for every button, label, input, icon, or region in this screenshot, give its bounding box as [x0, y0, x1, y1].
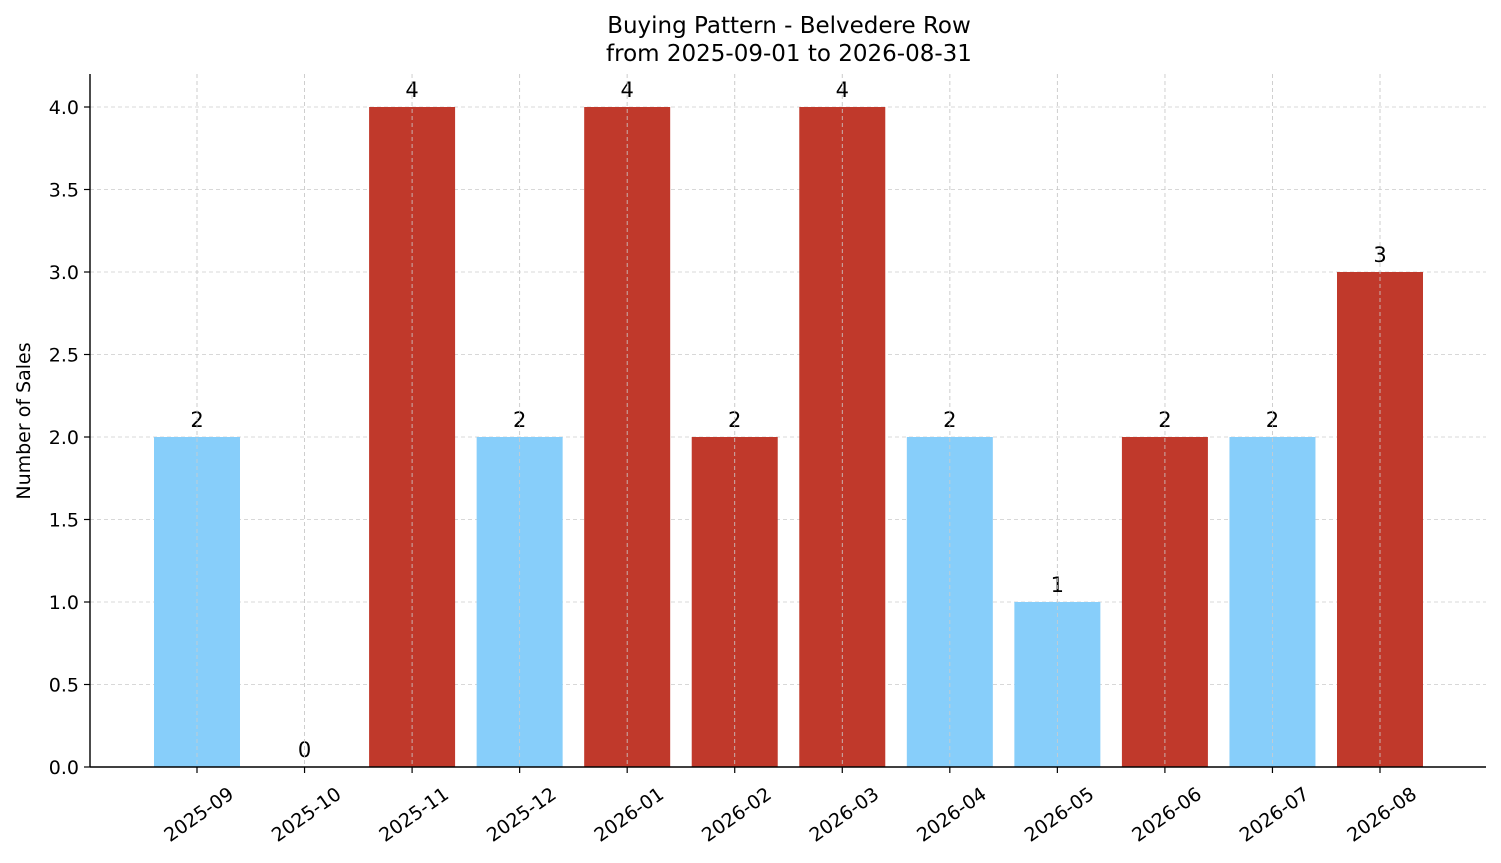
y-tick-label: 2.0 — [49, 427, 79, 449]
x-tick-label-2026-05: 2026-05 — [1021, 783, 1099, 847]
bar-2026-01 — [584, 107, 671, 767]
x-tick-label-2026-07: 2026-07 — [1236, 783, 1314, 847]
x-tick-label-2025-10: 2025-10 — [268, 783, 346, 847]
x-tick-label-2026-02: 2026-02 — [698, 783, 776, 847]
y-tick-label: 4.0 — [49, 97, 79, 119]
y-tick-label: 3.5 — [49, 180, 79, 202]
data-label-2026-08: 3 — [1373, 243, 1386, 267]
y-tick-label: 2.5 — [49, 345, 79, 367]
x-tick-label-2025-09: 2025-09 — [160, 783, 238, 847]
x-tick-label-2026-08: 2026-08 — [1343, 783, 1421, 847]
bar-2026-03 — [799, 107, 886, 767]
bar-2025-11 — [369, 107, 456, 767]
y-tick-label: 0.0 — [49, 757, 79, 779]
y-axis-label: Number of Sales — [13, 342, 35, 499]
y-tick-label: 1.5 — [49, 510, 79, 532]
x-tick-label-2026-03: 2026-03 — [805, 783, 883, 847]
y-tick-label: 1.0 — [49, 592, 79, 614]
x-tick-label-2025-12: 2025-12 — [483, 783, 561, 847]
y-tick-label: 3.0 — [49, 262, 79, 284]
chart-title: Buying Pattern - Belvedere Row — [607, 13, 971, 39]
x-tick-label-2026-06: 2026-06 — [1128, 783, 1206, 847]
x-tick-label-2026-04: 2026-04 — [913, 783, 991, 847]
x-tick-label-2026-01: 2026-01 — [590, 783, 668, 847]
y-tick-label: 0.5 — [49, 675, 79, 697]
x-tick-label-2025-11: 2025-11 — [375, 783, 453, 847]
chart-subtitle: from 2025-09-01 to 2026-08-31 — [606, 41, 972, 67]
